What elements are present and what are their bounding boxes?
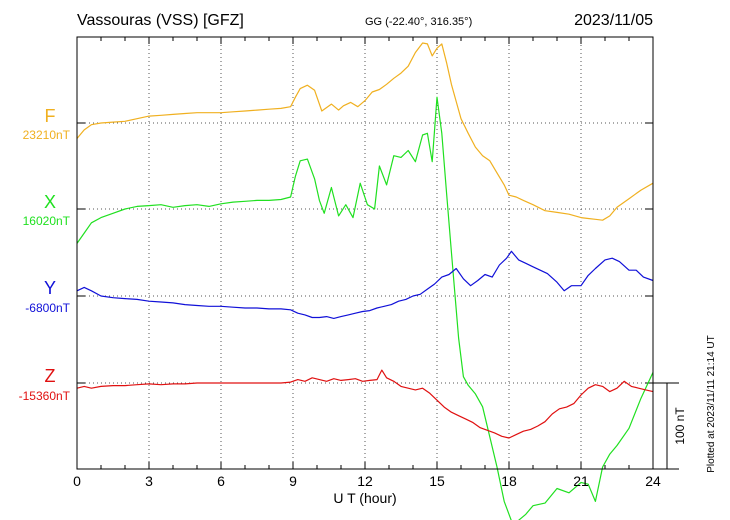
scale-bar-label: 100 nT (673, 407, 687, 445)
x-tick-label-15: 15 (429, 473, 445, 489)
grid (76, 37, 654, 469)
baseline-value-f: 23210nT (23, 128, 71, 142)
x-tick-label-21: 21 (573, 473, 589, 489)
component-label-x: X (44, 192, 56, 212)
station-title: Vassouras (VSS) [GFZ] (77, 12, 244, 29)
x-axis-ticks: 0 3 6 9 12 15 18 21 24 (73, 473, 661, 489)
x-tick-label-18: 18 (501, 473, 517, 489)
baseline-value-z: -15360nT (19, 389, 71, 403)
coordinates-label: GG (-22.40°, 316.35°) (365, 16, 472, 28)
series-line-z (76, 369, 654, 439)
series-line-y (76, 250, 654, 319)
baseline-value-x: 16020nT (23, 214, 71, 228)
x-tick-label-6: 6 (217, 473, 225, 489)
scale-bar: 100 nT (653, 382, 687, 470)
component-label-y: Y (44, 278, 56, 298)
date-label: 2023/11/05 (574, 12, 653, 29)
plot-frame (76, 36, 654, 470)
x-tick-label-3: 3 (145, 473, 153, 489)
x-tick-label-12: 12 (357, 473, 373, 489)
series-line-x (76, 96, 654, 520)
x-tick-label-24: 24 (645, 473, 661, 489)
x-tick-label-9: 9 (289, 473, 297, 489)
baseline-value-y: -6800nT (25, 301, 70, 315)
series-layer (76, 42, 654, 520)
component-label-z: Z (45, 366, 56, 386)
plotted-timestamp: Plotted at 2023/11/11 21:14 UT (706, 335, 717, 473)
series-line-f (76, 42, 654, 221)
component-label-f: F (45, 106, 56, 126)
x-tick-label-0: 0 (73, 473, 81, 489)
x-axis-title: U T (hour) (333, 490, 396, 506)
component-labels: F 23210nT X 16020nT Y -6800nT Z -15360nT (19, 106, 71, 403)
